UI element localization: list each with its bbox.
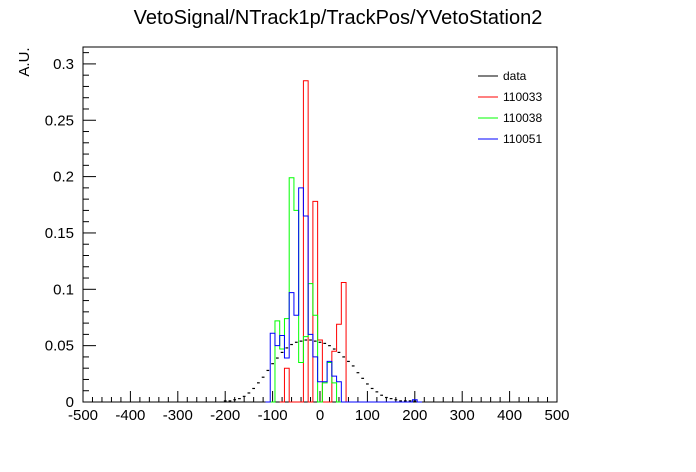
legend-label-data: data <box>503 69 527 83</box>
axis-ticks: -500 -400 -300 -200 -100 0 100 200 300 400 500 0 0.0… <box>45 52 570 424</box>
y-tick-label: 0.05 <box>45 338 74 355</box>
x-tick-label: -300 <box>163 407 193 424</box>
legend: data 110033 110038 110051 <box>478 69 542 146</box>
histogram-line <box>265 187 422 403</box>
legend-label-110038: 110038 <box>503 111 542 125</box>
x-tick-label: 300 <box>450 407 475 424</box>
x-tick-label: 0 <box>316 407 324 424</box>
x-tick-label: -200 <box>210 407 240 424</box>
x-tick-label: 100 <box>355 407 380 424</box>
legend-label-110051: 110051 <box>503 132 542 146</box>
x-tick-label: -400 <box>115 407 145 424</box>
series-data <box>223 339 417 402</box>
y-tick-label: 0.25 <box>45 112 74 129</box>
x-tick-label: 200 <box>402 407 427 424</box>
series-110033 <box>279 80 356 403</box>
legend-label-110033: 110033 <box>503 90 542 104</box>
series-layer <box>223 80 422 403</box>
y-tick-label: 0 <box>66 394 74 411</box>
plot-frame <box>82 46 558 403</box>
y-axis-label: A.U. <box>16 47 33 76</box>
y-tick-label: 0.1 <box>53 281 74 298</box>
y-tick-label: 0.3 <box>53 56 74 73</box>
chart-title: VetoSignal/NTrack1p/TrackPos/YVetoStatio… <box>134 7 543 29</box>
histogram-line <box>279 80 356 403</box>
y-tick-label: 0.2 <box>53 169 74 186</box>
x-tick-label: 500 <box>544 407 569 424</box>
x-tick-label: -500 <box>68 407 98 424</box>
series-110051 <box>265 187 422 403</box>
x-tick-label: -100 <box>258 407 288 424</box>
x-tick-label: 400 <box>497 407 522 424</box>
y-tick-label: 0.15 <box>45 225 74 242</box>
